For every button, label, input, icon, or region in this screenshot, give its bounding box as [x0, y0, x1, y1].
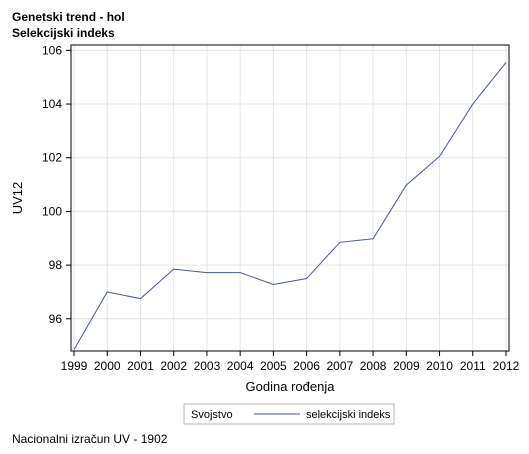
x-tick-label: 2011: [460, 359, 486, 373]
x-tick-label: 2001: [127, 359, 154, 373]
x-tick-label: 2009: [393, 359, 420, 373]
x-tick-label: 2003: [194, 359, 221, 373]
y-tick-label: 104: [42, 97, 62, 111]
grid: [71, 45, 509, 351]
x-tick-label: 2004: [227, 359, 254, 373]
x-tick-label: 2000: [94, 359, 121, 373]
x-tick-label: 2008: [360, 359, 387, 373]
x-axis: 1999 2000 2001 2002 2003 2004 2005 2006 2007 2008…: [61, 351, 520, 373]
x-tick-label: 2005: [260, 359, 287, 373]
legend-label: selekcijski indeks: [306, 409, 391, 421]
plot-frame: [70, 44, 510, 352]
y-tick-label: 96: [49, 312, 63, 326]
y-tick-label: 100: [42, 204, 62, 218]
x-tick-label: 2002: [160, 359, 187, 373]
y-tick-label: 98: [49, 258, 63, 272]
x-tick-label: 2006: [293, 359, 320, 373]
x-tick-label: 2007: [326, 359, 353, 373]
y-axis-title: UV12: [10, 182, 25, 215]
chart-title: Genetski trend - hol: [12, 10, 125, 24]
x-tick-label: 1999: [61, 359, 88, 373]
x-tick-label: 2012: [493, 359, 520, 373]
chart-subtitle: Selekcijski indeks: [12, 26, 115, 40]
y-tick-label: 102: [42, 151, 62, 165]
legend: Svojstvo selekcijski indeks: [183, 403, 395, 425]
series-line-selekcijski-indeks: [73, 62, 507, 350]
footnote: Nacionalni izračun UV - 1902: [12, 432, 168, 446]
x-tick-label: 2010: [426, 359, 453, 373]
y-tick-label: 106: [42, 43, 62, 57]
y-axis: 96 98 100 102 104 106: [42, 43, 71, 326]
x-axis-title: Godina rođenja: [246, 379, 336, 394]
legend-title: Svojstvo: [191, 409, 233, 421]
